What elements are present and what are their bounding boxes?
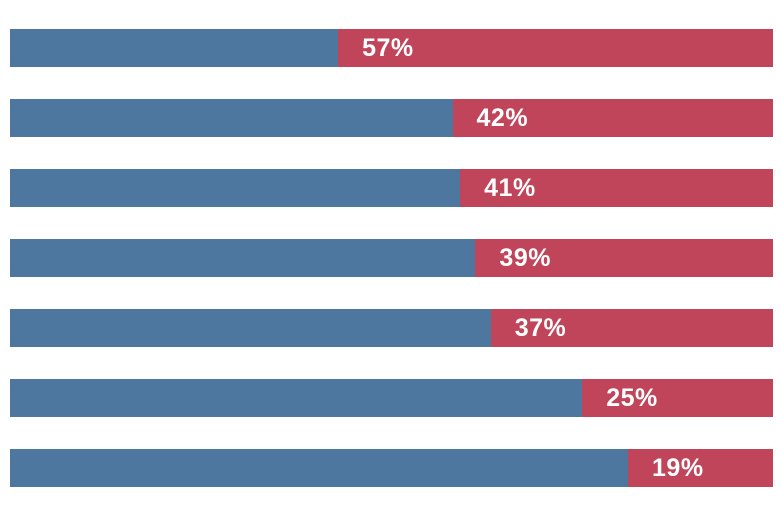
bar-row: 25% (10, 379, 773, 417)
bar-segment-value: 57% (338, 29, 773, 67)
bar-segment-remainder (10, 309, 491, 347)
bar-segment-remainder (10, 29, 339, 67)
bar-value-label: 39% (499, 243, 551, 272)
bar-row: 37% (10, 309, 773, 347)
bar-row: 19% (10, 449, 773, 487)
bar-segment-value: 37% (490, 309, 773, 347)
bar-segment-remainder (10, 379, 583, 417)
bar-segment-remainder (10, 99, 453, 137)
bar-segment-value: 39% (475, 239, 773, 277)
bar-segment-value: 41% (460, 169, 773, 207)
bar-value-label: 57% (362, 33, 414, 62)
bar-value-label: 25% (606, 383, 658, 412)
bar-segment-value: 25% (582, 379, 773, 417)
bar-segment-value: 42% (452, 99, 773, 137)
bar-segment-remainder (10, 449, 629, 487)
bar-value-label: 19% (652, 453, 704, 482)
bar-value-label: 37% (514, 313, 567, 342)
bar-row: 42% (10, 99, 773, 137)
bar-value-label: 41% (484, 173, 536, 202)
bar-row: 39% (10, 239, 773, 277)
bar-row: 57% (10, 29, 773, 67)
stacked-bar-chart: 57% 42% 41% 39% 37% 25% 19% (10, 29, 773, 487)
bar-segment-remainder (10, 239, 476, 277)
bar-segment-value: 19% (628, 449, 773, 487)
bar-row: 41% (10, 169, 773, 207)
bar-value-label: 42% (476, 103, 529, 132)
bar-segment-remainder (10, 169, 461, 207)
